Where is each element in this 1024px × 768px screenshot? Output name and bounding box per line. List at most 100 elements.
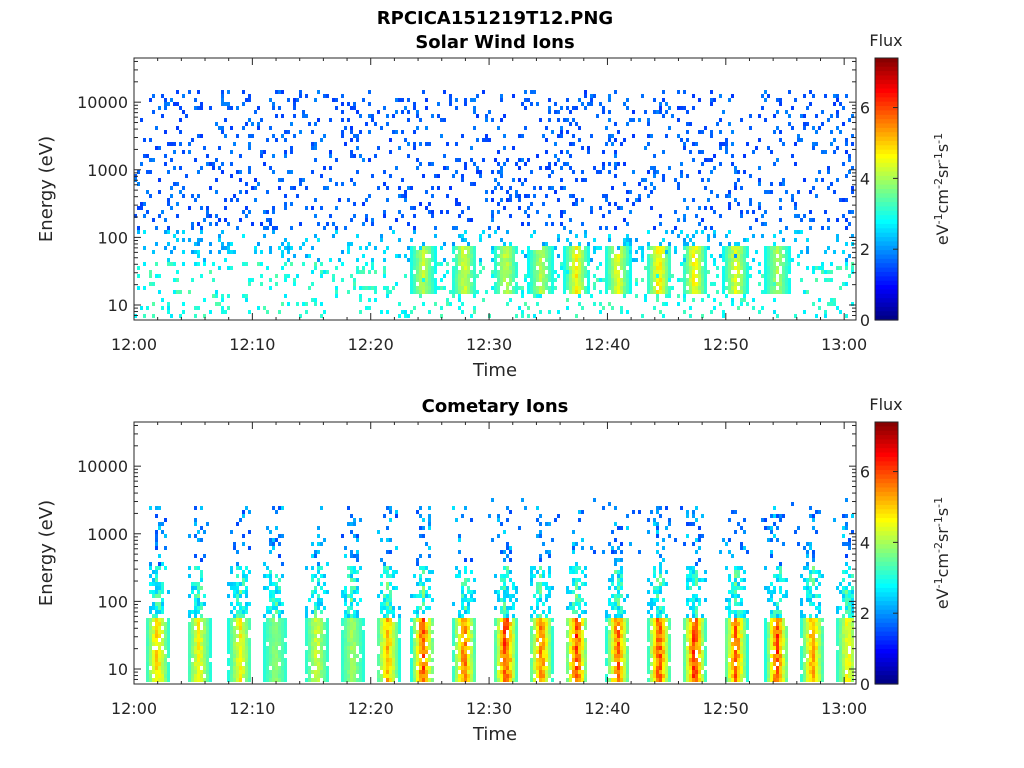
spectrogram-cell [743,246,746,250]
spectrogram-cell [503,622,506,626]
spectrogram-cell [383,626,386,630]
spectrogram-cell [437,102,440,106]
spectrogram-cell [275,626,278,630]
spectrogram-cell [392,658,395,662]
spectrogram-cell [257,122,260,126]
spectrogram-cell [494,666,497,670]
spectrogram-cell [263,234,266,238]
spectrogram-cell [470,182,473,186]
spectrogram-cell [191,646,194,650]
spectrogram-cell [389,574,392,578]
spectrogram-cell [236,610,239,614]
spectrogram-cell [650,190,653,194]
spectrogram-cell [272,590,275,594]
spectrogram-cell [182,194,185,198]
spectrogram-cell [548,246,551,250]
spectrogram-cell [350,630,353,634]
spectrogram-cell [263,306,266,310]
spectrogram-cell [245,634,248,638]
spectrogram-cell [155,650,158,654]
spectrogram-cell [623,102,626,106]
spectrogram-cell [620,310,623,314]
spectrogram-cell [473,254,476,258]
spectrogram-cell [584,674,587,678]
spectrogram-cell [353,626,356,630]
spectrogram-cell [161,654,164,658]
spectrogram-cell [653,170,656,174]
spectrogram-cell [626,242,629,246]
spectrogram-cell [524,506,527,510]
spectrogram-cell [578,510,581,514]
spectrogram-cell [431,666,434,670]
spectrogram-cell [239,154,242,158]
spectrogram-cell [428,286,431,290]
spectrogram-cell [194,594,197,598]
spectrogram-cell [269,126,272,130]
spectrogram-cell [233,626,236,630]
spectrogram-cell [341,646,344,650]
spectrogram-cell [455,170,458,174]
spectrogram-cell [503,246,506,250]
spectrogram-cell [623,294,626,298]
spectrogram-cell [572,630,575,634]
spectrogram-cell [464,266,467,270]
spectrogram-cell [350,618,353,622]
spectrogram-cell [542,666,545,670]
spectrogram-cell [836,146,839,150]
spectrogram-cell [572,142,575,146]
spectrogram-cell [653,262,656,266]
spectrogram-cell [557,198,560,202]
spectrogram-cell [779,198,782,202]
spectrogram-cell [380,126,383,130]
spectrogram-cell [215,222,218,226]
spectrogram-cell [500,186,503,190]
spectrogram-cell [539,590,542,594]
spectrogram-cell [500,522,503,526]
spectrogram-cell [341,662,344,666]
spectrogram-cell [275,114,278,118]
spectrogram-cell [506,570,509,574]
spectrogram-cell [380,654,383,658]
spectrogram-cell [566,106,569,110]
spectrogram-cell [575,678,578,682]
spectrogram-cell [341,134,344,138]
spectrogram-cell [533,618,536,622]
spectrogram-cell [593,282,596,286]
spectrogram-cell [647,258,650,262]
spectrogram-cell [266,566,269,570]
spectrogram-cell [392,574,395,578]
spectrogram-cell [506,654,509,658]
spectrogram-cell [647,170,650,174]
spectrogram-cell [218,266,221,270]
spectrogram-cell [572,618,575,622]
spectrogram-cell [779,290,782,294]
spectrogram-cell [719,214,722,218]
spectrogram-cell [209,662,212,666]
spectrogram-cell [281,90,284,94]
spectrogram-cell [734,258,737,262]
spectrogram-cell [533,574,536,578]
spectrogram-cell [422,566,425,570]
spectrogram-cell [155,242,158,246]
spectrogram-cell [350,638,353,642]
spectrogram-cell [170,158,173,162]
spectrogram-cell [560,266,563,270]
spectrogram-cell [155,126,158,130]
spectrogram-cell [836,234,839,238]
spectrogram-cell [851,190,854,194]
spectrogram-cell [389,290,392,294]
spectrogram-cell [503,250,506,254]
spectrogram-cell [431,250,434,254]
spectrogram-cell [614,286,617,290]
spectrogram-cell [584,178,587,182]
spectrogram-cell [728,270,731,274]
spectrogram-cell [494,574,497,578]
spectrogram-cell [587,246,590,250]
spectrogram-cell [572,202,575,206]
spectrogram-cell [428,262,431,266]
spectrogram-cell [464,646,467,650]
spectrogram-cell [248,662,251,666]
spectrogram-cell [353,586,356,590]
spectrogram-cell [278,638,281,642]
spectrogram-cell [419,506,422,510]
